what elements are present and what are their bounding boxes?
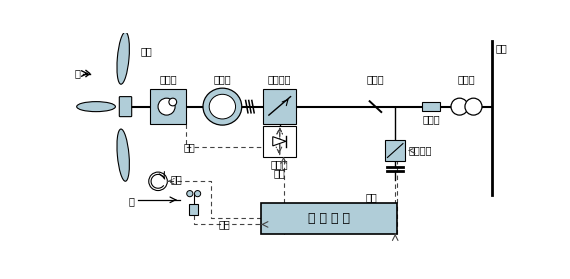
Text: 风: 风	[129, 196, 135, 206]
Text: 功率: 功率	[366, 193, 377, 203]
Bar	[422, 102, 440, 111]
Text: 增速器: 增速器	[159, 74, 177, 84]
Text: 燕断器: 燕断器	[422, 114, 439, 124]
Circle shape	[169, 98, 177, 106]
Circle shape	[194, 191, 201, 197]
Text: 发电机: 发电机	[214, 74, 231, 84]
Circle shape	[187, 191, 193, 197]
Text: 主继电器: 主继电器	[268, 74, 291, 84]
Ellipse shape	[203, 88, 242, 125]
Circle shape	[465, 98, 482, 115]
Bar	[385, 140, 405, 161]
Text: 变桨: 变桨	[170, 174, 182, 184]
Text: 并网: 并网	[274, 169, 286, 179]
Polygon shape	[273, 137, 286, 146]
Ellipse shape	[117, 129, 129, 181]
Text: 晶闸管: 晶闸管	[271, 159, 288, 169]
Ellipse shape	[77, 102, 115, 112]
Bar	[263, 89, 296, 124]
Text: 转速: 转速	[184, 143, 196, 152]
Text: 电网: 电网	[495, 43, 507, 53]
Ellipse shape	[209, 94, 235, 119]
Bar	[189, 205, 198, 215]
Ellipse shape	[117, 32, 129, 84]
Text: 变压器: 变压器	[458, 74, 475, 84]
Bar	[263, 126, 296, 157]
Text: 风轮: 风轮	[141, 46, 153, 56]
Text: 主开关: 主开关	[367, 74, 385, 84]
Text: 控 制 系 统: 控 制 系 统	[308, 212, 349, 225]
Text: 无功补偿: 无功补偿	[408, 146, 432, 155]
Bar	[150, 89, 186, 124]
FancyBboxPatch shape	[119, 97, 132, 117]
Text: 风: 风	[74, 69, 80, 78]
Bar	[261, 203, 397, 234]
Circle shape	[451, 98, 468, 115]
Circle shape	[149, 172, 168, 191]
Circle shape	[158, 98, 175, 115]
Text: 风速: 风速	[218, 220, 230, 229]
